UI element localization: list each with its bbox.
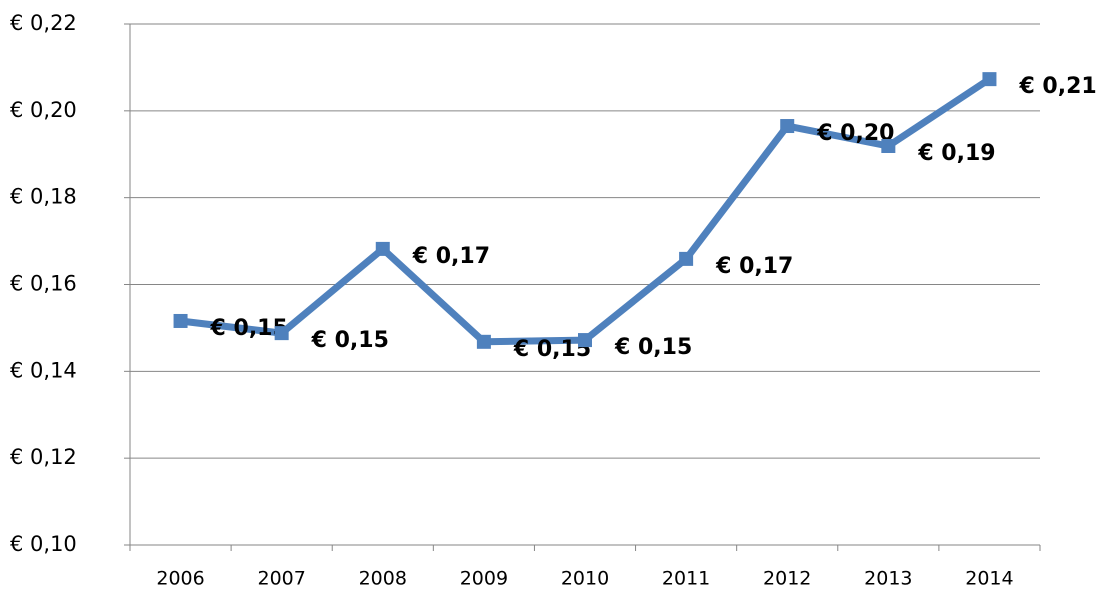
- x-tick-label: 2010: [561, 568, 609, 590]
- value-label: € 0,17: [715, 254, 793, 279]
- data-point: [578, 333, 592, 348]
- y-tick-label: € 0,22: [10, 11, 77, 35]
- x-tick-label: 2013: [864, 568, 912, 590]
- x-tick-label: 2007: [257, 568, 305, 590]
- data-point: [274, 326, 289, 341]
- x-tick-label: 2014: [965, 568, 1013, 590]
- y-tick-label: € 0,14: [10, 358, 77, 382]
- value-label: € 0,17: [412, 244, 490, 269]
- y-tick-label: € 0,10: [10, 532, 77, 556]
- x-tick-label: 2008: [359, 568, 407, 590]
- data-point: [780, 119, 795, 134]
- y-tick-label: € 0,20: [10, 98, 77, 122]
- data-point: [375, 241, 390, 256]
- data-point: [173, 313, 188, 328]
- x-tick-label: 2009: [460, 568, 508, 590]
- data-point: [476, 334, 491, 349]
- value-label: € 0,21: [1018, 74, 1096, 99]
- y-tick-label: € 0,18: [10, 185, 77, 209]
- data-point: [881, 139, 896, 154]
- y-tick-label: € 0,12: [10, 445, 77, 469]
- data-line: [180, 76, 992, 346]
- x-tick-label: 2012: [763, 568, 811, 590]
- x-tick-label: 2006: [156, 568, 204, 590]
- y-tick-label: € 0,16: [10, 272, 77, 296]
- value-label: € 0,19: [917, 141, 995, 166]
- x-tick-label: 2011: [662, 568, 710, 590]
- value-label: € 0,15: [311, 328, 389, 353]
- data-point: [982, 72, 997, 87]
- data-point: [679, 251, 694, 266]
- value-label: € 0,15: [614, 335, 692, 360]
